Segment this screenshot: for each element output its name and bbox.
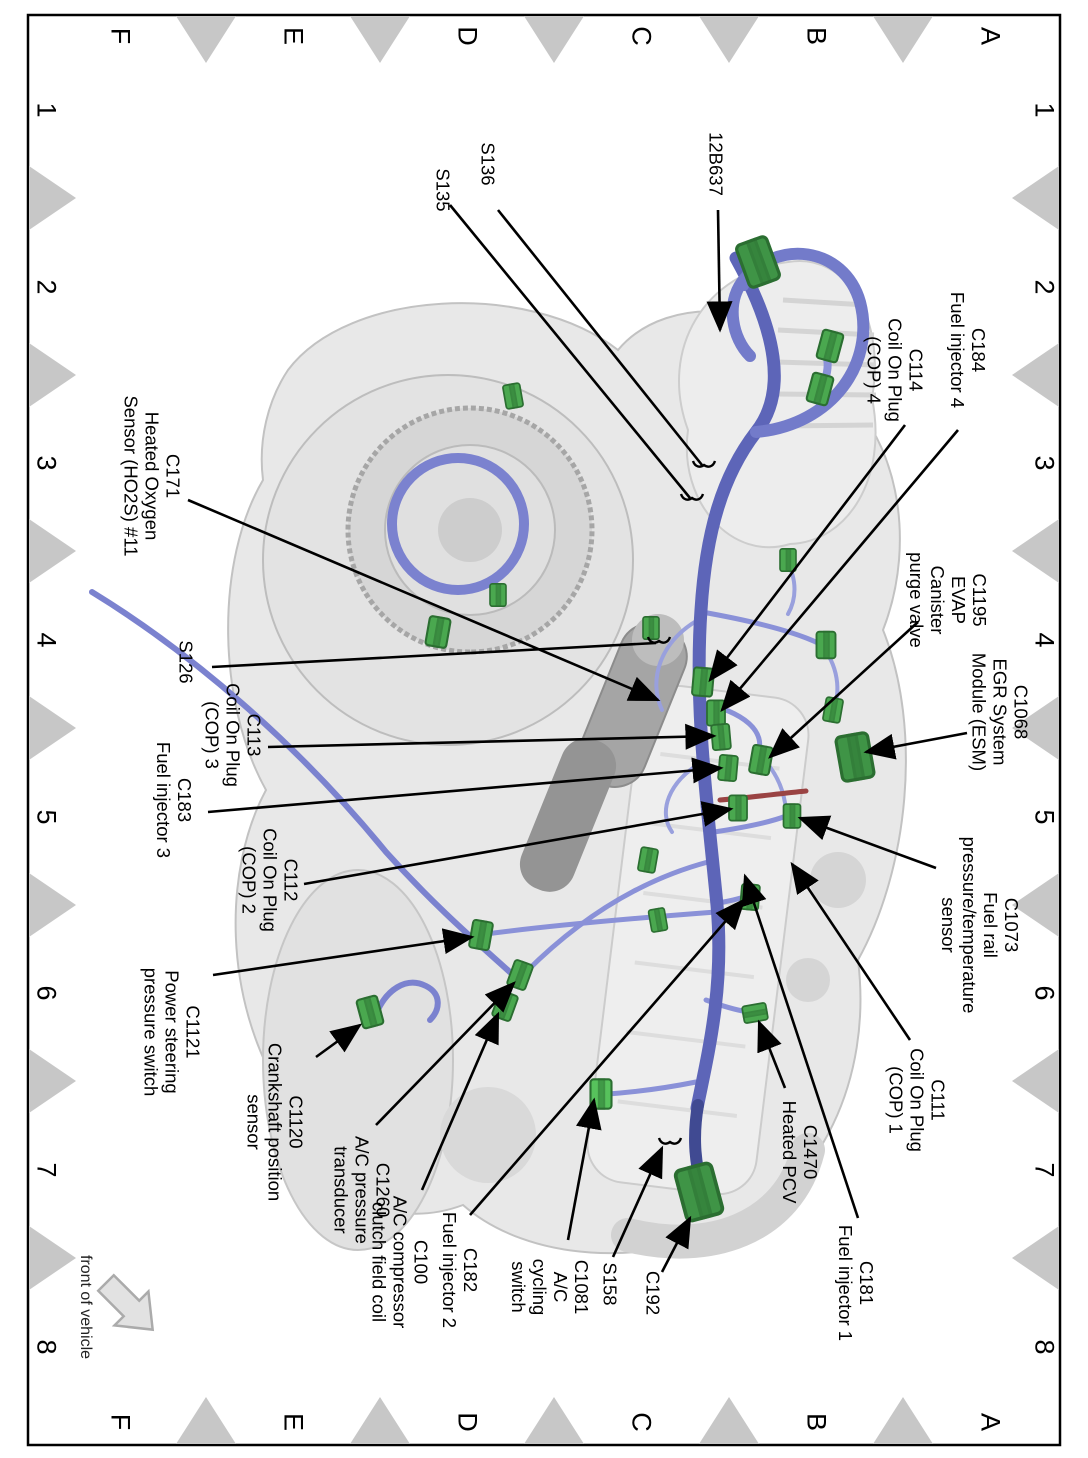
connector-fuel-rail-sensor	[782, 803, 802, 829]
leader-c171	[187, 498, 661, 702]
callout-c182: C182 Fuel injector 2	[439, 1211, 481, 1329]
page-border	[26, 13, 1062, 1447]
callout-s126: S126	[175, 640, 197, 684]
leader-c1121	[212, 928, 475, 977]
connector-heated-pcv	[740, 1001, 770, 1025]
leader-c184	[720, 429, 959, 712]
grid-letter-left-a: A	[975, 26, 1006, 46]
grid-number-top-3: 3	[1029, 455, 1060, 471]
leader-12b637	[706, 209, 733, 333]
grid-letter-right-f: F	[105, 1413, 136, 1431]
connector-fuel-injector-4	[690, 666, 716, 698]
leader-c1470	[757, 1019, 787, 1089]
grid-triangles	[29, 16, 1059, 1444]
leader-c1120	[315, 1023, 363, 1059]
leader-c111	[790, 861, 912, 1041]
grid-number-bottom-6: 6	[31, 985, 62, 1001]
leader-c1260	[375, 981, 516, 1126]
red-wire	[717, 788, 809, 803]
leader-s126	[211, 641, 657, 669]
leader-c1195	[768, 621, 919, 759]
connector-evap-purge-valve	[747, 743, 775, 777]
grid-letter-left-c: C	[626, 26, 657, 46]
callout-c181: C181 Fuel injector 1	[835, 1224, 877, 1342]
grid-letter-right-e: E	[278, 1412, 309, 1432]
harness-loop	[726, 247, 870, 438]
callout-c192: C192	[642, 1270, 664, 1316]
leader-s135	[448, 204, 692, 499]
callout-s136: S136	[477, 142, 499, 186]
callout-s135: S135	[432, 168, 454, 212]
callout-c1120: C1120 Crankshaft position sensor	[243, 1042, 307, 1202]
grid-letter-right-a: A	[975, 1412, 1006, 1432]
grid-number-top-6: 6	[1029, 985, 1060, 1001]
callout-c1470: C1470 Heated PCV	[779, 1100, 821, 1204]
front-of-vehicle-label: front of vehicle	[77, 1254, 94, 1360]
callout-c1073: C1073 Fuel rail pressure/temperature sen…	[938, 836, 1022, 1014]
callout-c171: C171 Heated Oxygen Sensor (HO2S) #11	[120, 395, 184, 557]
grid-number-bottom-1: 1	[31, 102, 62, 118]
grid-number-bottom-3: 3	[31, 455, 62, 471]
leader-c100	[420, 1011, 500, 1191]
callout-c111: C111 Coil On Plug (COP) 1	[885, 1048, 949, 1152]
leader-c1073	[797, 815, 937, 870]
callout-c114: C114 Coil On Plug (COP) 4	[863, 318, 927, 422]
leader-c114	[708, 424, 907, 683]
grid-letter-right-d: D	[452, 1412, 483, 1432]
front-of-vehicle-arrow	[96, 1273, 155, 1332]
callout-s158: S158	[599, 1262, 621, 1306]
harness-seal-ring	[387, 453, 529, 595]
callout-c1121: C1121 Power steering pressure switch	[140, 967, 204, 1097]
grid-number-top-7: 7	[1029, 1162, 1060, 1178]
grid-letter-left-b: B	[801, 26, 832, 46]
callout-c184: C184 Fuel injector 4	[947, 291, 989, 409]
leader-c113	[267, 723, 717, 750]
splice-s136	[691, 460, 717, 468]
harness-main-trunk	[690, 251, 781, 1115]
grid-number-top-5: 5	[1029, 809, 1060, 825]
leader-c183	[207, 757, 724, 814]
grid-number-bottom-7: 7	[31, 1162, 62, 1178]
connector-power-steering-switch	[467, 918, 495, 952]
callout-c113: C113 Coil On Plug (COP) 3	[201, 683, 265, 787]
grid-number-bottom-4: 4	[31, 632, 62, 648]
leader-s158	[611, 1145, 664, 1258]
grid-number-bottom-5: 5	[31, 809, 62, 825]
grid-number-bottom-2: 2	[31, 279, 62, 295]
callout-c112: C112 Coil On Plug (COP) 2	[238, 828, 302, 932]
splice-s126	[646, 636, 672, 644]
callout-c100: C100 A/C compressor clutch field coil	[368, 1195, 432, 1329]
connector-egr-esm	[833, 730, 877, 784]
grid-number-top-8: 8	[1029, 1339, 1060, 1355]
connector-ho2s	[424, 614, 452, 650]
connector-cop2	[728, 794, 748, 822]
leader-c192	[660, 1215, 692, 1273]
grid-letter-left-e: E	[278, 26, 309, 46]
grid-number-bottom-8: 8	[31, 1339, 62, 1355]
leader-c1068	[863, 731, 968, 760]
leader-c181	[741, 873, 860, 1219]
grid-letter-left-f: F	[105, 27, 136, 45]
grid-number-top-2: 2	[1029, 279, 1060, 295]
grid-number-top-4: 4	[1029, 632, 1060, 648]
leader-lines	[187, 204, 968, 1273]
splice-s158	[657, 1137, 683, 1145]
callout-c1195: C1195 EVAP Canister purge valve	[906, 552, 990, 648]
grid-letter-right-b: B	[801, 1412, 832, 1432]
grid-letter-right-c: C	[626, 1412, 657, 1432]
splice-s135	[679, 493, 705, 501]
grid-number-top-1: 1	[1029, 102, 1060, 118]
callout-12b637: 12B637	[705, 132, 727, 196]
leader-c1081	[566, 1097, 602, 1241]
leader-c182	[469, 898, 746, 1216]
leader-c112	[303, 801, 734, 886]
callout-c183: C183 Fuel injector 3	[153, 741, 195, 859]
grid-letter-left-d: D	[452, 26, 483, 46]
callout-c1081: C1081 A/C cycling switch	[508, 1258, 592, 1316]
leader-s136	[496, 209, 704, 466]
callout-c1068: C1068 EGR System Module (ESM)	[968, 652, 1032, 772]
